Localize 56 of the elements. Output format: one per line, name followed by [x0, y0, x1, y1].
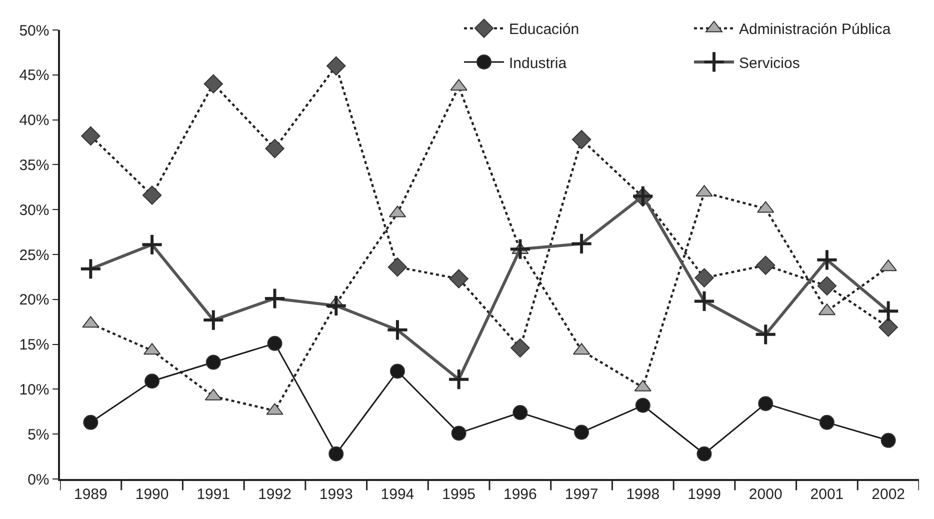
- point: [510, 338, 530, 358]
- y-tick-label: 0%: [28, 471, 50, 488]
- point: [388, 257, 408, 277]
- point: [756, 256, 776, 275]
- point: [878, 318, 898, 337]
- point: [328, 446, 344, 462]
- point: [512, 405, 528, 420]
- legend-label: Servicios: [739, 54, 800, 72]
- x-tick-label: 1996: [503, 486, 537, 503]
- legend-label: Industria: [509, 54, 568, 72]
- legend-label: Educación: [509, 21, 580, 38]
- point: [83, 414, 98, 430]
- point: [696, 446, 712, 462]
- x-tick-label: 1992: [258, 486, 292, 503]
- point: [144, 374, 160, 389]
- point: [81, 126, 100, 146]
- point: [574, 424, 590, 440]
- x-tick-label: 1998: [626, 486, 660, 503]
- x-tick-label: 1993: [319, 486, 353, 503]
- y-tick-label: 40%: [19, 112, 50, 130]
- x-tick-label: 2002: [872, 486, 906, 503]
- point: [758, 396, 774, 412]
- y-tick-label: 15%: [19, 336, 50, 354]
- point: [880, 432, 896, 448]
- point: [572, 130, 592, 150]
- x-tick-label: 1989: [74, 486, 108, 503]
- point: [635, 398, 650, 413]
- legend-label: Administración Pública: [739, 21, 892, 38]
- y-tick-label: 10%: [19, 381, 50, 398]
- y-tick-label: 30%: [19, 202, 50, 219]
- x-tick-label: 1995: [442, 486, 476, 503]
- point: [817, 276, 837, 296]
- point: [265, 138, 284, 158]
- point: [267, 336, 282, 351]
- y-tick-label: 50%: [19, 22, 50, 40]
- x-tick-label: 2001: [810, 486, 844, 503]
- point: [204, 74, 223, 94]
- point: [451, 426, 466, 441]
- point: [326, 56, 346, 76]
- point: [390, 364, 405, 379]
- x-tick-label: 1997: [564, 486, 598, 503]
- x-tick-label: 1994: [380, 486, 414, 503]
- point: [819, 414, 834, 430]
- y-tick-label: 5%: [28, 426, 50, 444]
- x-tick-label: 1991: [196, 486, 230, 503]
- point: [449, 269, 468, 288]
- x-tick-label: 1990: [135, 486, 169, 503]
- point: [694, 268, 714, 288]
- point: [206, 354, 221, 370]
- y-tick-label: 25%: [19, 246, 50, 264]
- y-tick-label: 45%: [19, 67, 50, 84]
- x-tick-label: 1999: [688, 486, 721, 503]
- y-tick-label: 20%: [19, 292, 50, 309]
- y-tick-label: 35%: [19, 156, 50, 174]
- point: [142, 186, 162, 205]
- x-tick-label: 2000: [748, 486, 782, 503]
